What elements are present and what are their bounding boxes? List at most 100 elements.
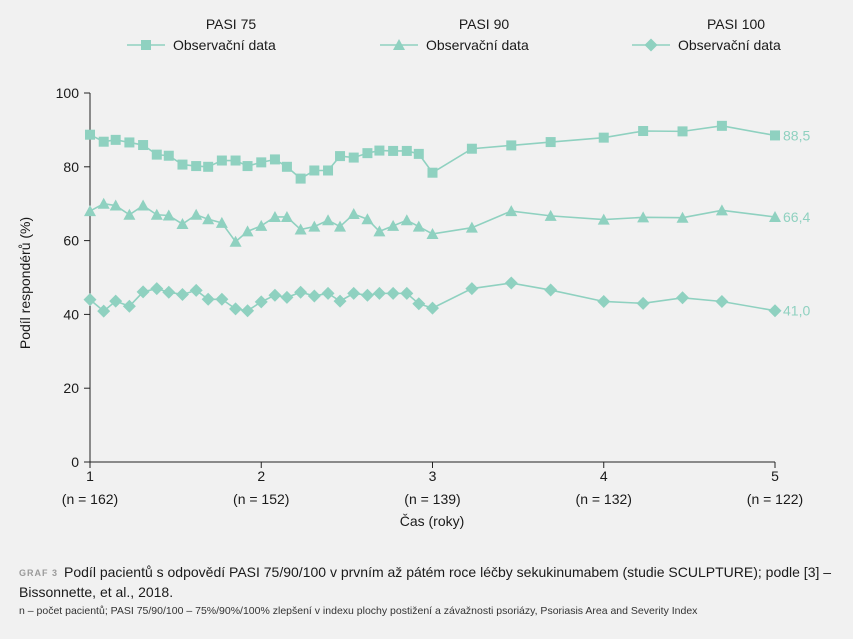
data-point <box>412 297 426 311</box>
legend-series-name: Observační data <box>678 37 781 53</box>
y-axis-label: Podíl respondérů (%) <box>17 217 33 349</box>
axes: 0 20 40 60 80 100 1 (n = 162) 2 (n = 152) 3 (n = 13… <box>56 85 804 507</box>
data-point <box>163 150 174 161</box>
x-tick-sublabel: (n = 132) <box>576 491 632 507</box>
data-point <box>162 285 176 299</box>
y-tick-label: 80 <box>63 159 79 175</box>
data-point <box>241 225 254 237</box>
data-point <box>386 286 400 300</box>
data-point <box>715 204 728 216</box>
data-point <box>110 134 121 145</box>
data-point <box>465 282 479 296</box>
data-point <box>322 214 335 226</box>
data-point <box>361 213 374 225</box>
data-point <box>202 213 215 225</box>
data-point <box>97 197 110 209</box>
x-tick-label: 5 <box>771 468 779 484</box>
legend-marker <box>393 39 405 50</box>
data-point <box>323 165 334 176</box>
series-layer: 88,5 66,4 41,0 <box>83 120 810 319</box>
data-point <box>254 295 268 309</box>
data-point <box>637 211 650 223</box>
y-tick-label: 100 <box>56 85 80 101</box>
data-point <box>137 199 150 211</box>
data-point <box>388 145 399 156</box>
legend-entry-square: PASI 75 Observační data <box>127 16 276 53</box>
data-point <box>175 287 189 301</box>
data-point <box>465 221 478 233</box>
series-triangle: 66,4 <box>84 197 810 247</box>
legend-group-title: PASI 75 <box>206 16 257 32</box>
data-point <box>400 286 414 300</box>
data-point <box>97 304 111 318</box>
data-point <box>360 288 374 302</box>
data-point <box>268 210 281 222</box>
data-point <box>295 173 306 184</box>
data-point <box>229 235 242 247</box>
data-point <box>347 208 360 220</box>
legend-entry-triangle: PASI 90 Observační data <box>380 16 529 53</box>
data-point <box>98 136 109 147</box>
data-point <box>85 129 95 140</box>
data-point <box>362 148 373 159</box>
data-point <box>280 210 293 222</box>
data-point <box>269 154 280 165</box>
caption-text: Podíl pacientů s odpovědí PASI 75/90/100… <box>19 564 832 600</box>
series-diamond: 41,0 <box>83 276 810 319</box>
data-point <box>466 143 477 154</box>
figure-caption: GRAF 3 Podíl pacientů s odpovědí PASI 75/… <box>19 563 839 602</box>
data-point <box>676 211 689 223</box>
data-point <box>191 161 202 172</box>
data-point <box>109 294 123 308</box>
data-point <box>426 227 439 239</box>
data-point <box>176 217 189 229</box>
data-point <box>190 208 203 220</box>
data-point <box>321 286 335 300</box>
data-point <box>230 155 241 166</box>
legend-series-name: Observační data <box>426 37 529 53</box>
data-point <box>348 152 359 163</box>
x-axis-label: Čas (roky) <box>400 513 465 529</box>
y-tick-label: 40 <box>63 306 79 322</box>
data-point <box>136 285 150 299</box>
data-point <box>412 220 425 232</box>
data-point <box>374 145 385 156</box>
legend-series-name: Observační data <box>173 37 276 53</box>
x-tick-label: 2 <box>257 468 265 484</box>
caption-label: GRAF 3 <box>19 568 59 578</box>
data-point <box>294 223 307 235</box>
data-point <box>335 151 346 162</box>
data-point <box>676 291 690 305</box>
data-point <box>426 301 439 315</box>
data-point <box>544 283 558 297</box>
y-tick-label: 60 <box>63 233 79 249</box>
data-point <box>307 289 321 303</box>
data-point <box>151 149 162 160</box>
data-point <box>124 137 135 148</box>
legend-group-title: PASI 90 <box>459 16 510 32</box>
data-point <box>84 205 96 217</box>
data-point <box>216 155 227 166</box>
data-point <box>189 283 203 297</box>
figure-footnote: n – počet pacientů; PASI 75/90/100 – 75%… <box>19 605 698 617</box>
data-point <box>598 132 609 143</box>
data-point <box>413 148 424 159</box>
data-point <box>215 216 228 228</box>
data-point <box>715 294 729 308</box>
data-point <box>505 205 518 217</box>
data-point <box>123 208 136 220</box>
data-point <box>333 294 347 308</box>
data-point <box>770 130 780 141</box>
data-point <box>544 209 557 221</box>
data-point <box>597 213 610 225</box>
data-point <box>373 225 386 237</box>
y-tick-label: 20 <box>63 380 79 396</box>
x-tick-label: 3 <box>429 468 437 484</box>
data-point <box>242 161 253 172</box>
legend: PASI 75 Observační data PASI 90 Observační … <box>127 16 781 53</box>
data-point <box>769 210 781 222</box>
data-point <box>506 140 517 151</box>
y-tick-label: 0 <box>71 454 79 470</box>
x-tick-sublabel: (n = 139) <box>404 491 460 507</box>
data-point <box>109 199 122 211</box>
